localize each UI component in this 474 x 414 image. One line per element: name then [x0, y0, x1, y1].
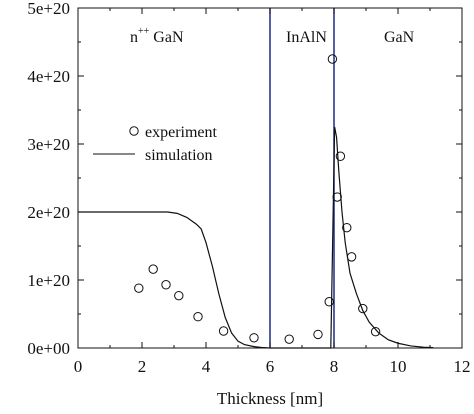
experiment-point-16: [358, 303, 368, 314]
x-tick-label-2: 2: [138, 357, 147, 376]
y-tick-label-2: 1e+20: [27, 271, 70, 290]
x-tick-label-4: 6: [266, 357, 275, 376]
experiment-point-4: [174, 290, 184, 301]
x-tick-label-5: 8: [330, 357, 339, 376]
legend-experiment-label: experiment: [145, 124, 218, 141]
experiment-point-11: [327, 54, 338, 64]
experiment-point-10: [324, 297, 334, 307]
experiment-point-12: [332, 192, 342, 202]
experiment-point-9: [313, 329, 323, 340]
x-tick-label-1: 0: [74, 357, 83, 376]
region-label-gan: GaN: [384, 29, 415, 46]
region-label-inaln: InAlN: [286, 29, 327, 46]
y-tick-label-5: 4e+20: [27, 67, 70, 86]
x-tick-label-7: 12: [454, 357, 471, 376]
experiment-point-15: [346, 252, 357, 262]
experiment-point-1: [134, 283, 144, 293]
experiment-point-13: [335, 151, 346, 161]
y-tick-label-6: 5e+20: [27, 0, 70, 18]
experiment-point-17: [370, 326, 381, 337]
legend-experiment-marker: [129, 126, 139, 136]
region-label-n-gan-base: n: [130, 29, 138, 46]
experiment-point-5: [193, 312, 203, 322]
y-tick-label-4: 3e+20: [27, 135, 70, 154]
experiment-point-8: [284, 334, 294, 344]
x-axis-label: Thickness [nm]: [217, 389, 323, 408]
region-label-n-gan-rest: GaN: [149, 29, 184, 46]
experiment-point-3: [161, 280, 171, 290]
x-tick-label-6: 10: [390, 357, 407, 376]
y-tick-label-3: 2e+20: [27, 203, 70, 222]
x-tick-label-3: 4: [202, 357, 211, 376]
legend-simulation-label: simulation: [145, 147, 213, 164]
y-tick-label-1: 0e+00: [27, 339, 70, 358]
region-label-n-gan: n++ GaN: [130, 26, 184, 46]
experiment-point-7: [249, 333, 259, 343]
experiment-point-14: [342, 222, 352, 233]
experiment-point-6: [218, 326, 229, 336]
region-label-n-gan-sup: ++: [138, 26, 150, 37]
experiment-point-2: [148, 264, 158, 274]
